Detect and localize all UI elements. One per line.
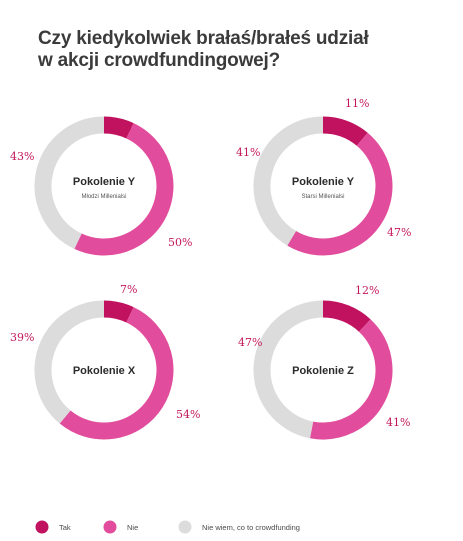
slice-value-label: 41% — [386, 416, 410, 429]
legend-label: Nie wiem, co to crowdfunding — [202, 523, 300, 532]
legend-item-3: Nie wiem, co to crowdfunding — [178, 520, 300, 534]
donut-center-title: Pokolenie Y — [292, 176, 355, 188]
donut-center-subtitle: Młodzi Millenialsi — [81, 194, 126, 200]
donut-center-title: Pokolenie Z — [292, 365, 354, 377]
slice-value-label: 47% — [387, 226, 411, 239]
donut-center-title: Pokolenie Y — [73, 176, 136, 188]
donut-pokolenie-z: 12% 41% 47% Pokolenie Z — [238, 284, 410, 440]
donut-center-subtitle: Starsi Millenialsi — [301, 194, 344, 200]
legend-swatch — [178, 520, 192, 534]
slice-nie — [74, 123, 174, 256]
slice-value-label: 12% — [355, 284, 379, 297]
legend-label: Nie — [127, 523, 138, 532]
slice-nie-wiem-co-to-crowdfunding — [34, 116, 105, 249]
legend-label: Tak — [59, 523, 71, 532]
slice-nie — [287, 132, 393, 256]
slice-nie-wiem-co-to-crowdfunding — [253, 300, 324, 439]
slice-value-label: 47% — [238, 336, 262, 349]
legend-item-1: Tak — [35, 520, 71, 534]
slice-tak — [322, 116, 368, 147]
donut-pokolenie-y-starsi: 11% 47% 41% Pokolenie Y Starsi Millenialsi — [236, 97, 411, 256]
slice-value-label: 43% — [10, 150, 34, 163]
slice-value-label: 54% — [176, 408, 200, 421]
chart-title-line-1: Czy kiedykolwiek brałaś/brałeś udział — [38, 28, 369, 49]
donut-pokolenie-x: 7% 54% 39% Pokolenie X — [10, 283, 200, 440]
legend-swatch — [35, 520, 49, 534]
legend-item-2: Nie — [103, 520, 138, 534]
slice-value-label: 41% — [236, 146, 260, 159]
slice-value-label: 7% — [120, 283, 137, 296]
slice-tak — [322, 300, 371, 332]
legend-swatch — [103, 520, 117, 534]
chart-title-line-2: w akcji crowdfundingowej? — [38, 50, 281, 71]
slice-tak — [103, 116, 134, 139]
slice-value-label: 39% — [10, 331, 34, 344]
chart-title: Czy kiedykolwiek brałaś/brałeś udział w … — [38, 28, 438, 72]
donut-center-title: Pokolenie X — [73, 365, 136, 377]
slice-nie — [59, 307, 174, 440]
slice-tak — [103, 300, 134, 323]
slice-value-label: 11% — [345, 97, 369, 110]
slice-nie — [309, 319, 393, 440]
slice-nie-wiem-co-to-crowdfunding — [34, 300, 105, 424]
slice-nie-wiem-co-to-crowdfunding — [253, 116, 324, 246]
slice-value-label: 50% — [168, 236, 192, 249]
legend: Tak Nie Nie wiem, co to crowdfunding — [35, 520, 300, 534]
